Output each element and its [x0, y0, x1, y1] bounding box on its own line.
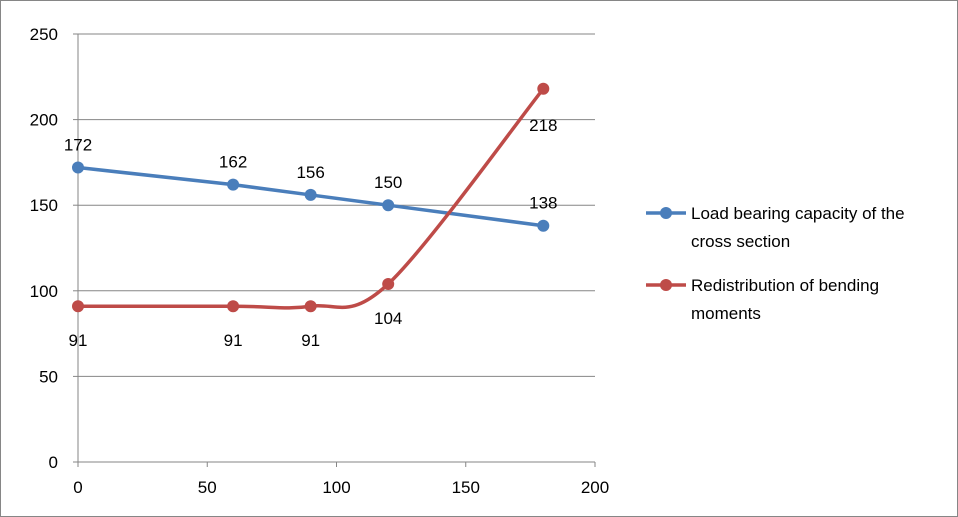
- grid-lines: [78, 33, 595, 377]
- data-labels: 172 162 156 150 138 91 91 91 104 218: [64, 116, 558, 350]
- data-label: 156: [296, 163, 324, 182]
- legend: Load bearing capacity of the cross sectio…: [646, 204, 905, 323]
- data-label: 104: [374, 309, 402, 328]
- x-tick-label: 200: [581, 478, 609, 497]
- data-point: [227, 178, 240, 191]
- y-tick-label: 200: [30, 111, 58, 130]
- data-label: 91: [69, 331, 88, 350]
- tick-labels: 0 50 100 150 200 250 0 50 100 150 200: [30, 25, 610, 497]
- data-point: [304, 300, 317, 313]
- series-lines: [72, 82, 550, 313]
- data-label: 91: [301, 331, 320, 350]
- data-point: [72, 161, 84, 174]
- data-point: [227, 300, 240, 313]
- data-point: [382, 199, 395, 212]
- y-tick-label: 100: [30, 282, 58, 301]
- data-label: 218: [529, 116, 557, 135]
- y-tick-label: 150: [30, 196, 58, 215]
- x-tick-label: 0: [73, 478, 82, 497]
- data-label: 91: [224, 331, 243, 350]
- legend-entry-0: Load bearing capacity of the: [691, 204, 905, 223]
- legend-entry-1: moments: [691, 304, 761, 323]
- data-point: [382, 277, 395, 290]
- legend-entry-1: Redistribution of bending: [691, 276, 879, 295]
- data-label: 162: [219, 153, 247, 172]
- data-label: 138: [529, 194, 557, 213]
- y-tick-label: 50: [39, 367, 58, 386]
- data-point: [537, 82, 550, 95]
- data-label: 172: [64, 136, 92, 155]
- data-point: [537, 219, 550, 232]
- series-line-1: [76, 87, 546, 310]
- y-tick-label: 250: [30, 25, 58, 44]
- y-tick-label: 0: [49, 453, 58, 472]
- data-label: 150: [374, 173, 402, 192]
- axes: [73, 33, 596, 467]
- data-point: [304, 188, 317, 201]
- x-tick-label: 50: [198, 478, 217, 497]
- legend-marker-0: [660, 207, 672, 219]
- x-tick-label: 100: [322, 478, 350, 497]
- x-tick-label: 150: [452, 478, 480, 497]
- legend-entry-0: cross section: [691, 232, 790, 251]
- legend-marker-1: [660, 279, 672, 291]
- data-point: [72, 300, 84, 313]
